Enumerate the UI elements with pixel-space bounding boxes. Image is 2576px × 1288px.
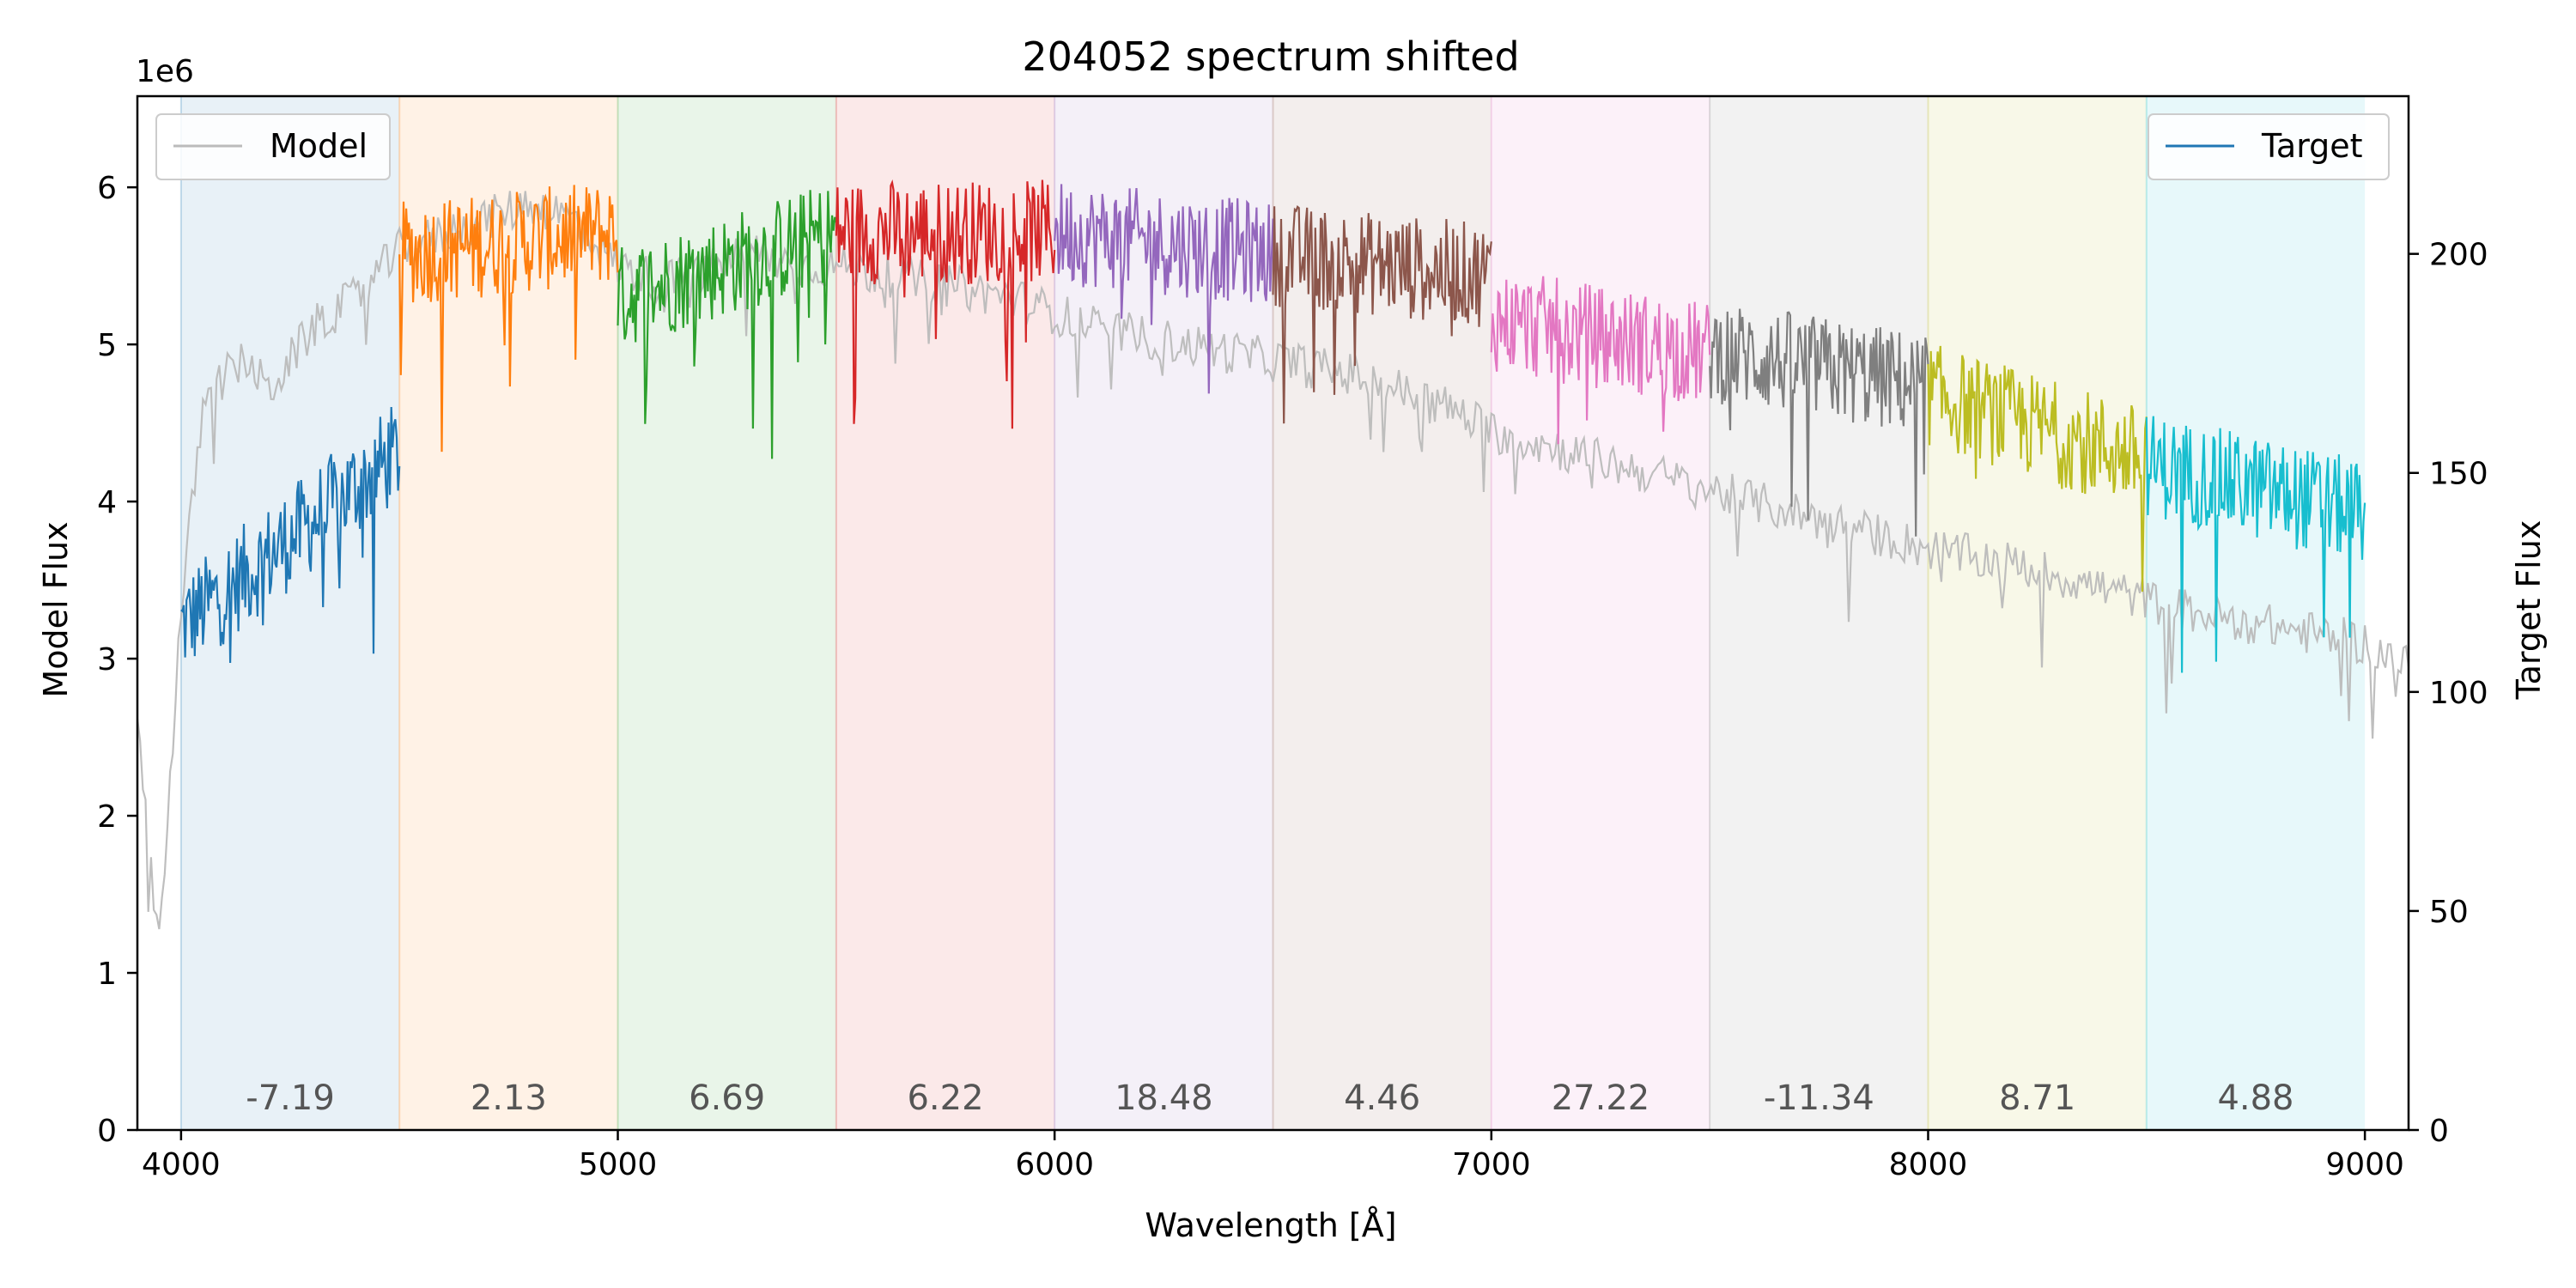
band-offset-label: 18.48 <box>1115 1078 1213 1118</box>
band-shade-8 <box>1710 96 1929 1130</box>
left-tick-label: 1 <box>97 957 117 992</box>
x-tick-label: 5000 <box>579 1147 658 1182</box>
band-offset-label: 2.13 <box>471 1078 547 1118</box>
x-tick-label: 7000 <box>1452 1147 1531 1182</box>
band-offset-label: 8.71 <box>1999 1078 2075 1118</box>
right-tick-label: 200 <box>2429 238 2488 273</box>
right-tick-label: 0 <box>2429 1114 2449 1149</box>
band-shade-10 <box>2146 96 2366 1130</box>
band-offset-label: 27.22 <box>1552 1078 1650 1118</box>
plot-frame <box>136 94 2410 1132</box>
band-offset-label: 4.88 <box>2217 1078 2293 1118</box>
x-tick-label: 9000 <box>2325 1147 2404 1182</box>
left-tick-label: 5 <box>97 328 117 363</box>
band-offset-label: -7.19 <box>246 1078 335 1118</box>
target-trace-band-3 <box>617 190 837 459</box>
target-legend-label: Target <box>2261 127 2363 165</box>
right-axis-title: Target Flux <box>2510 520 2548 701</box>
model-trace <box>136 191 2410 930</box>
band-shade-7 <box>1491 96 1710 1130</box>
target-trace-band-8 <box>1709 308 1929 537</box>
x-tick-label: 8000 <box>1889 1147 1968 1182</box>
ticks-layer: 4000 5000 6000 7000 8000 9000 0 1 2 3 4 5 6 0 50 100 150… <box>97 171 2488 1182</box>
left-axis-title: Model Flux <box>37 521 75 697</box>
left-tick-label: 3 <box>97 642 117 677</box>
target-layer <box>180 179 2366 673</box>
target-trace-band-4 <box>835 179 1056 429</box>
x-tick-label: 6000 <box>1015 1147 1094 1182</box>
band-offset-label: 6.22 <box>907 1078 983 1118</box>
band-offset-label: 4.46 <box>1344 1078 1420 1118</box>
left-tick-label: 0 <box>97 1114 117 1149</box>
model-legend-label: Model <box>270 127 368 165</box>
band-shade-1 <box>180 96 400 1130</box>
target-trace-band-10 <box>2145 416 2366 673</box>
target-trace-band-9 <box>1927 345 2148 592</box>
target-legend: Target <box>2148 113 2390 180</box>
left-tick-label: 2 <box>97 799 117 835</box>
x-axis-title: Wavelength [Å] <box>1145 1206 1396 1244</box>
left-axis-multiplier: 1e6 <box>136 54 194 89</box>
target-trace-band-1 <box>180 406 401 664</box>
band-labels-layer: -7.19 2.13 6.69 6.22 18.48 4.46 27.22 -11.34 8.7… <box>246 1078 2293 1118</box>
right-tick-label: 150 <box>2429 457 2488 492</box>
left-tick-label: 6 <box>97 171 117 206</box>
band-offset-label: 6.69 <box>689 1078 765 1118</box>
model-legend: Model <box>155 113 391 180</box>
band-shade-9 <box>1928 96 2147 1130</box>
target-trace-band-5 <box>1054 184 1274 394</box>
model-layer <box>136 191 2410 930</box>
right-tick-label: 50 <box>2429 895 2469 930</box>
right-tick-label: 100 <box>2429 676 2488 711</box>
model-legend-box <box>155 113 391 180</box>
target-trace-band-7 <box>1490 276 1711 445</box>
left-tick-label: 4 <box>97 485 117 520</box>
target-trace-band-2 <box>398 185 619 453</box>
band-layer <box>179 96 2366 1130</box>
chart-title: 204052 spectrum shifted <box>1022 33 1519 80</box>
band-offset-label: -11.34 <box>1764 1078 1874 1118</box>
target-legend-box <box>2148 113 2390 180</box>
target-trace-band-6 <box>1272 205 1492 424</box>
x-tick-label: 4000 <box>142 1147 221 1182</box>
